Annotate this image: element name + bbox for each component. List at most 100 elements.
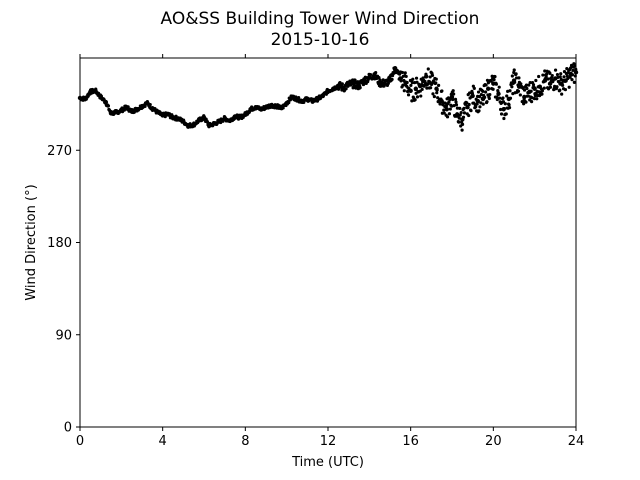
scatter-dot: [461, 115, 466, 119]
scatter-dot: [420, 82, 424, 87]
scatter-dot: [567, 85, 571, 89]
scatter-dot: [488, 92, 492, 97]
scatter-dot: [507, 106, 512, 110]
scatter-dot: [519, 82, 523, 86]
scatter-dot: [431, 92, 435, 96]
scatter-dot: [338, 81, 342, 85]
scatter-dot: [543, 69, 547, 73]
scatter-dot: [451, 89, 455, 93]
scatter-dot: [408, 88, 412, 92]
scatter-dot: [287, 101, 291, 105]
scatter-dot: [457, 116, 461, 120]
y-tick-label-0: 0: [64, 421, 72, 436]
scatter-dot: [541, 73, 545, 77]
scatter-dot: [399, 79, 403, 83]
scatter-dot: [532, 85, 536, 89]
x-tick-label-2: 8: [241, 434, 249, 449]
scatter-dot: [148, 102, 152, 107]
scatter-dot: [455, 106, 460, 110]
scatter-dot: [481, 89, 485, 93]
scatter-dot: [409, 83, 413, 88]
scatter-dot: [545, 72, 549, 76]
x-tick-label-5: 20: [485, 434, 502, 449]
scatter-dot: [559, 72, 563, 76]
scatter-dot: [439, 97, 443, 101]
scatter-dot: [508, 96, 513, 100]
scatter-dot: [414, 76, 419, 80]
scatter-dot: [403, 71, 407, 75]
scatter-dot: [451, 97, 455, 102]
scatter-dot: [555, 85, 559, 89]
scatter-dot: [302, 100, 306, 104]
scatter-dot: [483, 90, 488, 94]
scatter-dot: [501, 100, 506, 104]
scatter-dot: [438, 100, 443, 104]
scatter-dot: [522, 102, 526, 106]
scatter-dot: [550, 73, 554, 78]
scatter-dot: [452, 92, 456, 96]
scatter-dot: [437, 83, 441, 87]
scatter-dot: [469, 95, 474, 99]
scatter-dot: [428, 75, 432, 79]
plot-frame: [79, 57, 577, 428]
scatter-dot: [485, 78, 490, 82]
scatter-dot: [487, 96, 491, 101]
scatter-dot: [475, 102, 479, 106]
scatter-dot: [502, 107, 506, 111]
scatter-dot: [504, 112, 508, 116]
scatter-dot: [374, 71, 378, 75]
scatter-dot: [529, 89, 533, 93]
scatter-dot: [568, 66, 573, 70]
scatter-dot: [432, 94, 436, 99]
scatter-dot: [525, 86, 529, 91]
scatter-dot: [462, 111, 467, 115]
scatter-dot: [501, 96, 505, 100]
x-tick-label-1: 4: [159, 434, 167, 449]
scatter-dot: [564, 79, 568, 83]
scatter-dot: [512, 68, 516, 72]
x-tick-label-3: 12: [320, 434, 337, 449]
scatter-dot: [542, 86, 546, 90]
scatter-dot: [540, 89, 545, 93]
scatter-dot: [497, 85, 501, 89]
scatter-dot: [483, 95, 487, 99]
scatter-dot: [561, 83, 565, 87]
scatter-dot: [459, 111, 463, 115]
scatter-dot: [405, 80, 409, 85]
scatter-dot: [535, 97, 539, 101]
scatter-dot: [429, 86, 433, 90]
chart-subtitle: 2015-10-16: [271, 30, 370, 50]
scatter-dot: [478, 105, 482, 109]
scatter-dot: [349, 83, 353, 87]
scatter-dot: [368, 73, 373, 77]
scatter-dot: [566, 76, 570, 81]
scatter-dot: [560, 92, 564, 96]
scatter-dot: [512, 70, 516, 75]
scatter-dot: [489, 79, 493, 83]
scatter-dot: [547, 82, 552, 86]
scatter-dot: [551, 78, 555, 82]
scatter-dot: [558, 75, 562, 79]
scatter-dot: [474, 97, 478, 101]
scatter-dot: [499, 112, 504, 116]
scatter-dot: [562, 75, 566, 79]
scatter-dot: [442, 111, 446, 115]
scatter-dot: [528, 80, 532, 85]
scatter-dot: [517, 76, 521, 80]
scatter-dot: [510, 85, 514, 89]
scatter-dot: [476, 90, 481, 94]
scatter-dot: [344, 87, 348, 91]
scatter-dot: [532, 97, 537, 101]
scatter-dot: [424, 72, 428, 76]
scatter-dot: [420, 87, 424, 92]
scatter-dot: [499, 107, 503, 112]
scatter-dot: [469, 109, 473, 113]
scatter-dot: [460, 122, 465, 126]
scatter-dot: [470, 91, 475, 95]
scatter-dot: [386, 81, 390, 85]
scatter-dot: [413, 87, 418, 92]
scatter-dot: [426, 67, 430, 71]
scatter-dot: [522, 88, 527, 92]
scatter-dot: [494, 82, 498, 86]
